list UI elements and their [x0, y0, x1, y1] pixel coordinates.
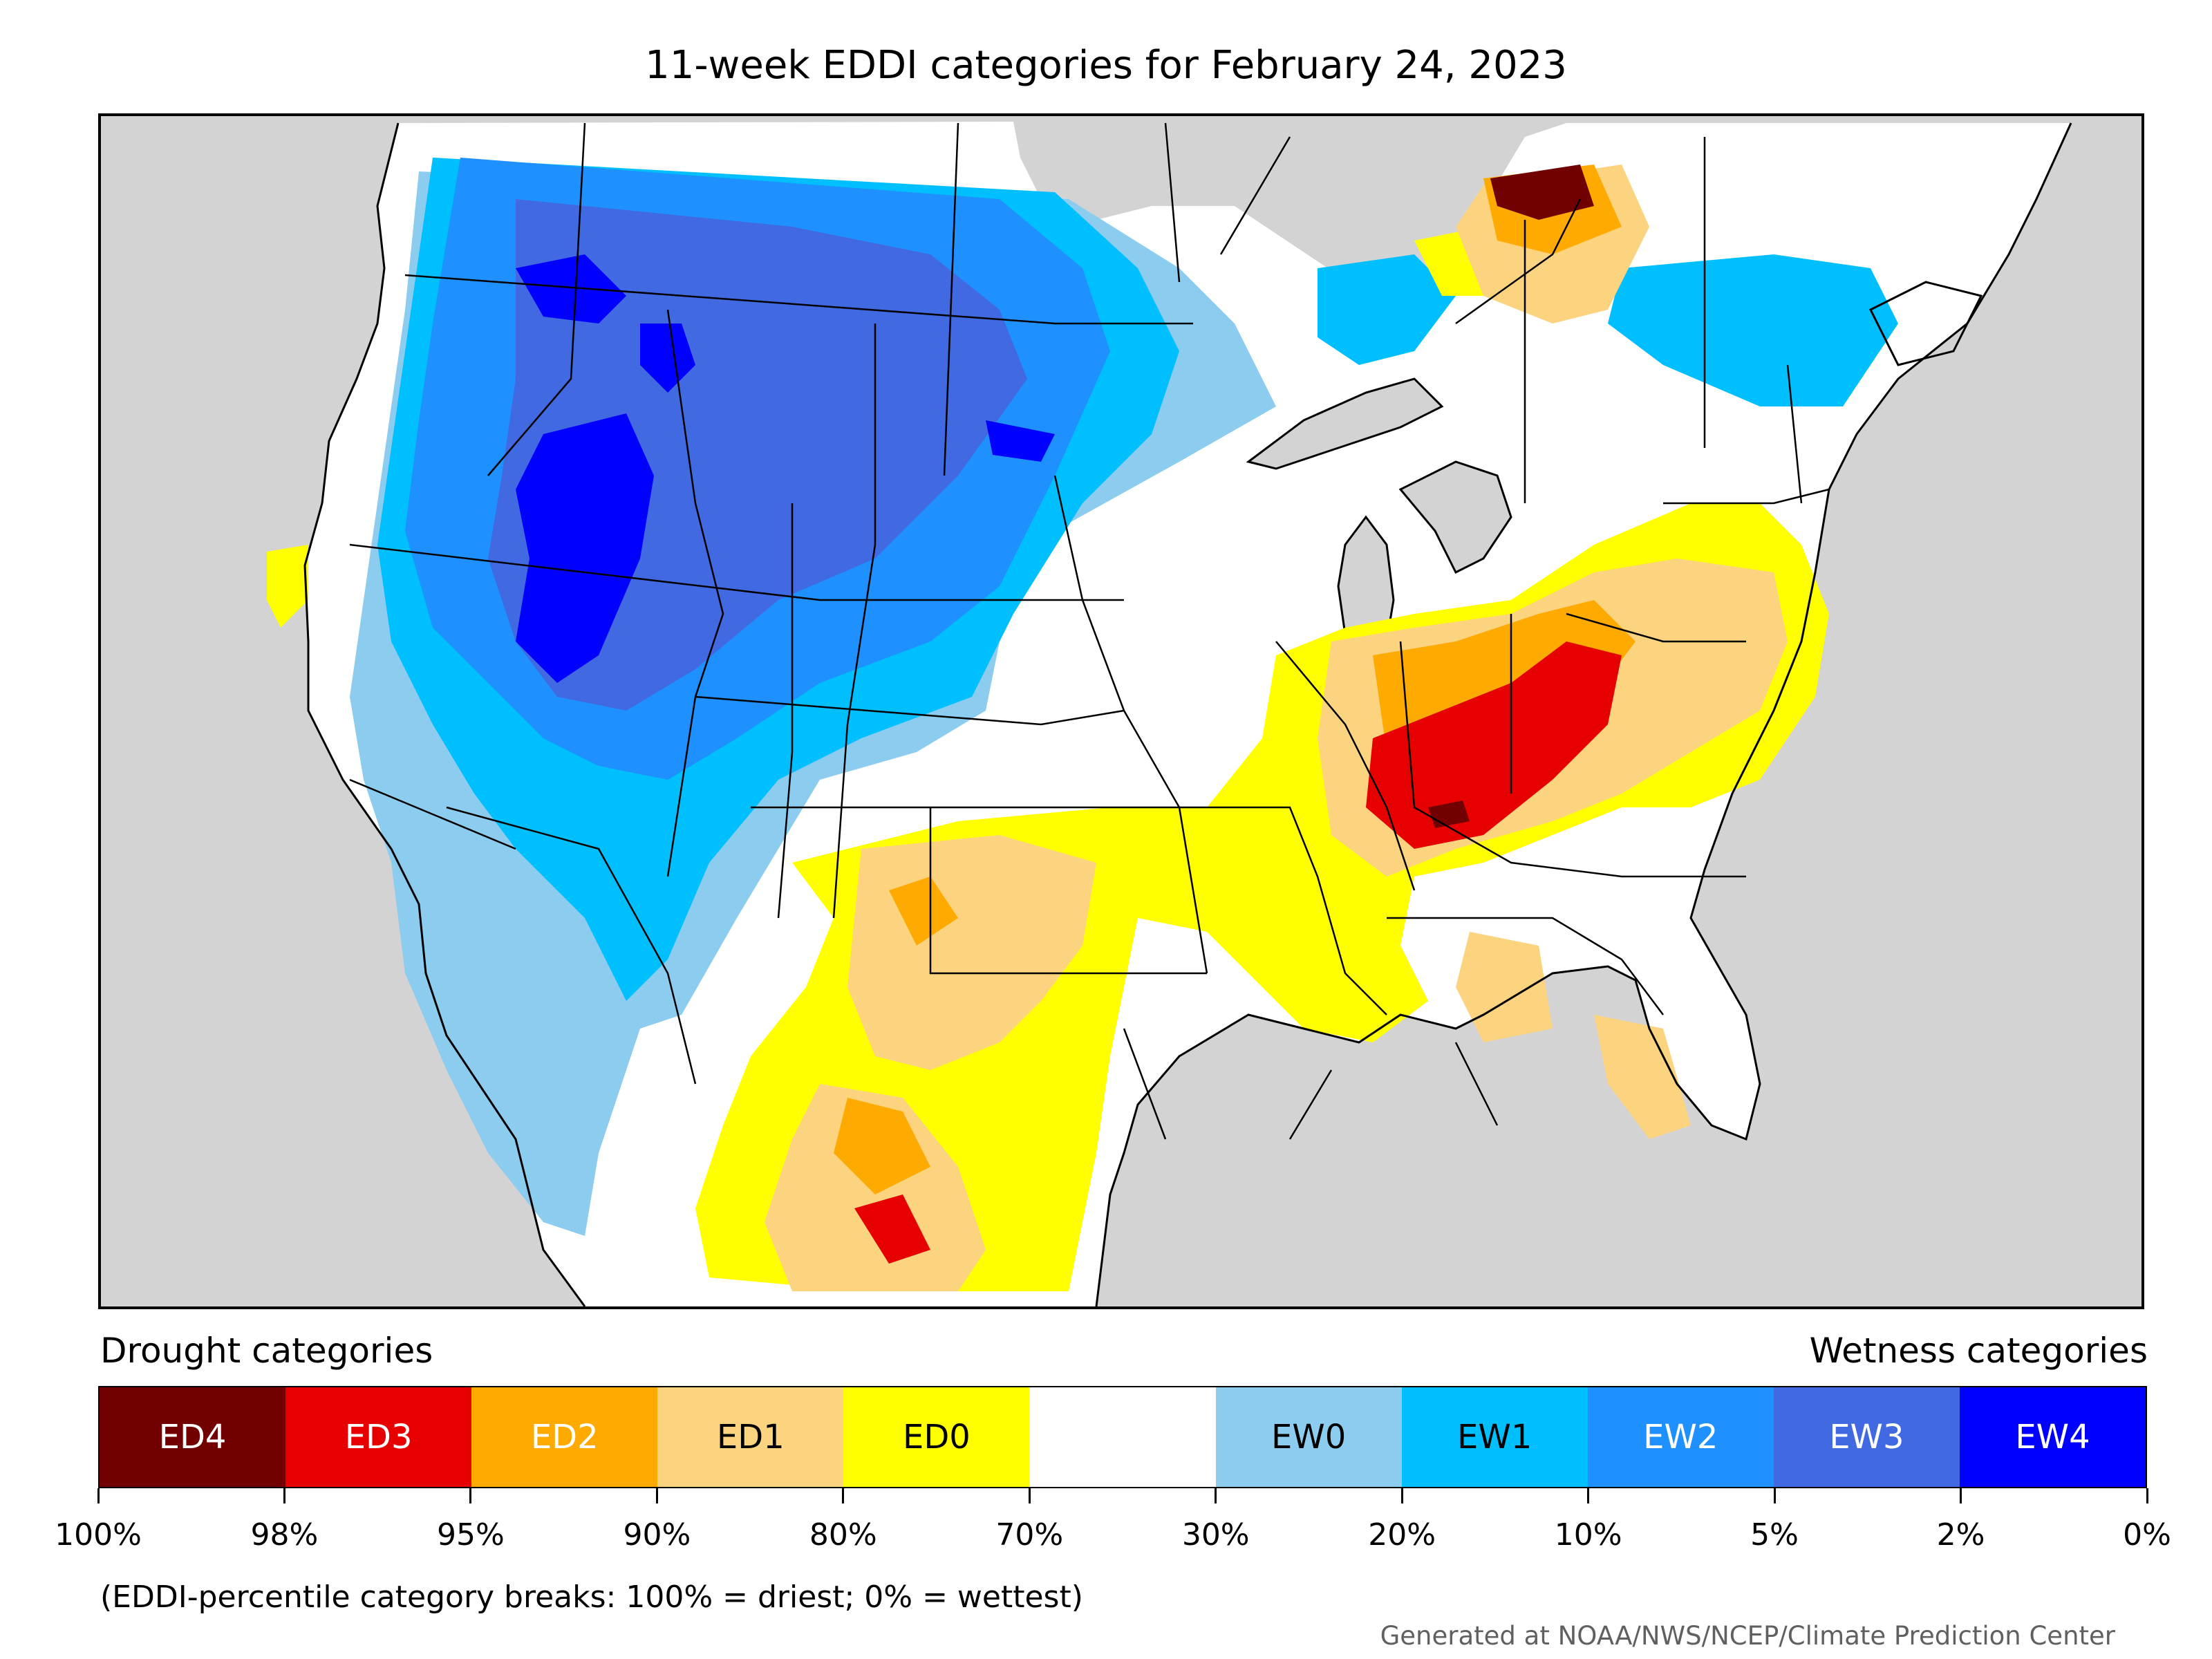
- tick-label: 98%: [250, 1517, 319, 1553]
- colorbar-tick: [2146, 1488, 2148, 1503]
- tick-label: 0%: [2123, 1517, 2171, 1553]
- state-borders: [349, 122, 1830, 1140]
- tick-label: 95%: [437, 1517, 505, 1553]
- colorbar-tick: [842, 1488, 845, 1503]
- category-box-ed3: ED3: [285, 1387, 472, 1487]
- category-box-ew2: EW2: [1587, 1387, 1774, 1487]
- ed1-region: [765, 165, 1788, 1291]
- colorbar-ticks: [97, 1488, 2148, 1505]
- category-box-ew0: EW0: [1215, 1387, 1402, 1487]
- colorbar-tick: [1215, 1488, 1217, 1503]
- ed3-region: [854, 641, 1622, 1264]
- colorbar-tick: [1773, 1488, 1776, 1503]
- eddi-map: [267, 122, 2072, 1306]
- category-box-ew4: EW4: [1959, 1387, 2146, 1487]
- credit-line: Generated at NOAA/NWS/NCEP/Climate Predi…: [1380, 1621, 2115, 1651]
- tick-label: 100%: [55, 1517, 142, 1553]
- colorbar-tick: [1587, 1488, 1590, 1503]
- lake-huron: [1398, 460, 1512, 574]
- colorbar-tick: [1400, 1488, 1403, 1503]
- map-panel: [98, 113, 2144, 1309]
- tick-label: 20%: [1368, 1517, 1436, 1553]
- category-box-ed4: ED4: [100, 1387, 286, 1487]
- colorbar-tick: [655, 1488, 658, 1503]
- tick-label: 10%: [1554, 1517, 1622, 1553]
- lake-superior: [1246, 377, 1444, 470]
- ew4-patches: [516, 254, 1055, 683]
- category-box-none: [1029, 1387, 1216, 1487]
- category-colorbar: ED4 ED3 ED2 ED1 ED0 EW0 EW1 EW2 EW3 EW4: [98, 1386, 2147, 1488]
- colorbar-tick: [1028, 1488, 1031, 1503]
- ew1-northeast: [1318, 254, 1898, 406]
- category-box-ew3: EW3: [1773, 1387, 1960, 1487]
- tick-label: 80%: [809, 1517, 877, 1553]
- map-title: 11-week EDDI categories for February 24,…: [645, 43, 1567, 88]
- coastlines: [303, 122, 2072, 1306]
- tick-label: 2%: [1936, 1517, 1985, 1553]
- colorbar-tick: [469, 1488, 472, 1503]
- colorbar-tick: [1960, 1488, 1962, 1503]
- percentile-note: (EDDI-percentile category breaks: 100% =…: [100, 1580, 1083, 1615]
- category-box-ew1: EW1: [1401, 1387, 1588, 1487]
- colorbar-tick: [97, 1488, 100, 1503]
- colorbar-tick: [283, 1488, 285, 1503]
- category-box-ed1: ED1: [657, 1387, 844, 1487]
- tick-label: 70%: [995, 1517, 1064, 1553]
- ed2-region: [834, 165, 1635, 1194]
- tick-label: 90%: [623, 1517, 691, 1553]
- drought-categories-heading: Drought categories: [100, 1331, 433, 1371]
- wetness-categories-heading: Wetness categories: [1809, 1331, 2148, 1371]
- category-box-ed2: ED2: [471, 1387, 658, 1487]
- tick-label: 30%: [1181, 1517, 1250, 1553]
- tick-label: 5%: [1750, 1517, 1799, 1553]
- category-box-ed0: ED0: [843, 1387, 1030, 1487]
